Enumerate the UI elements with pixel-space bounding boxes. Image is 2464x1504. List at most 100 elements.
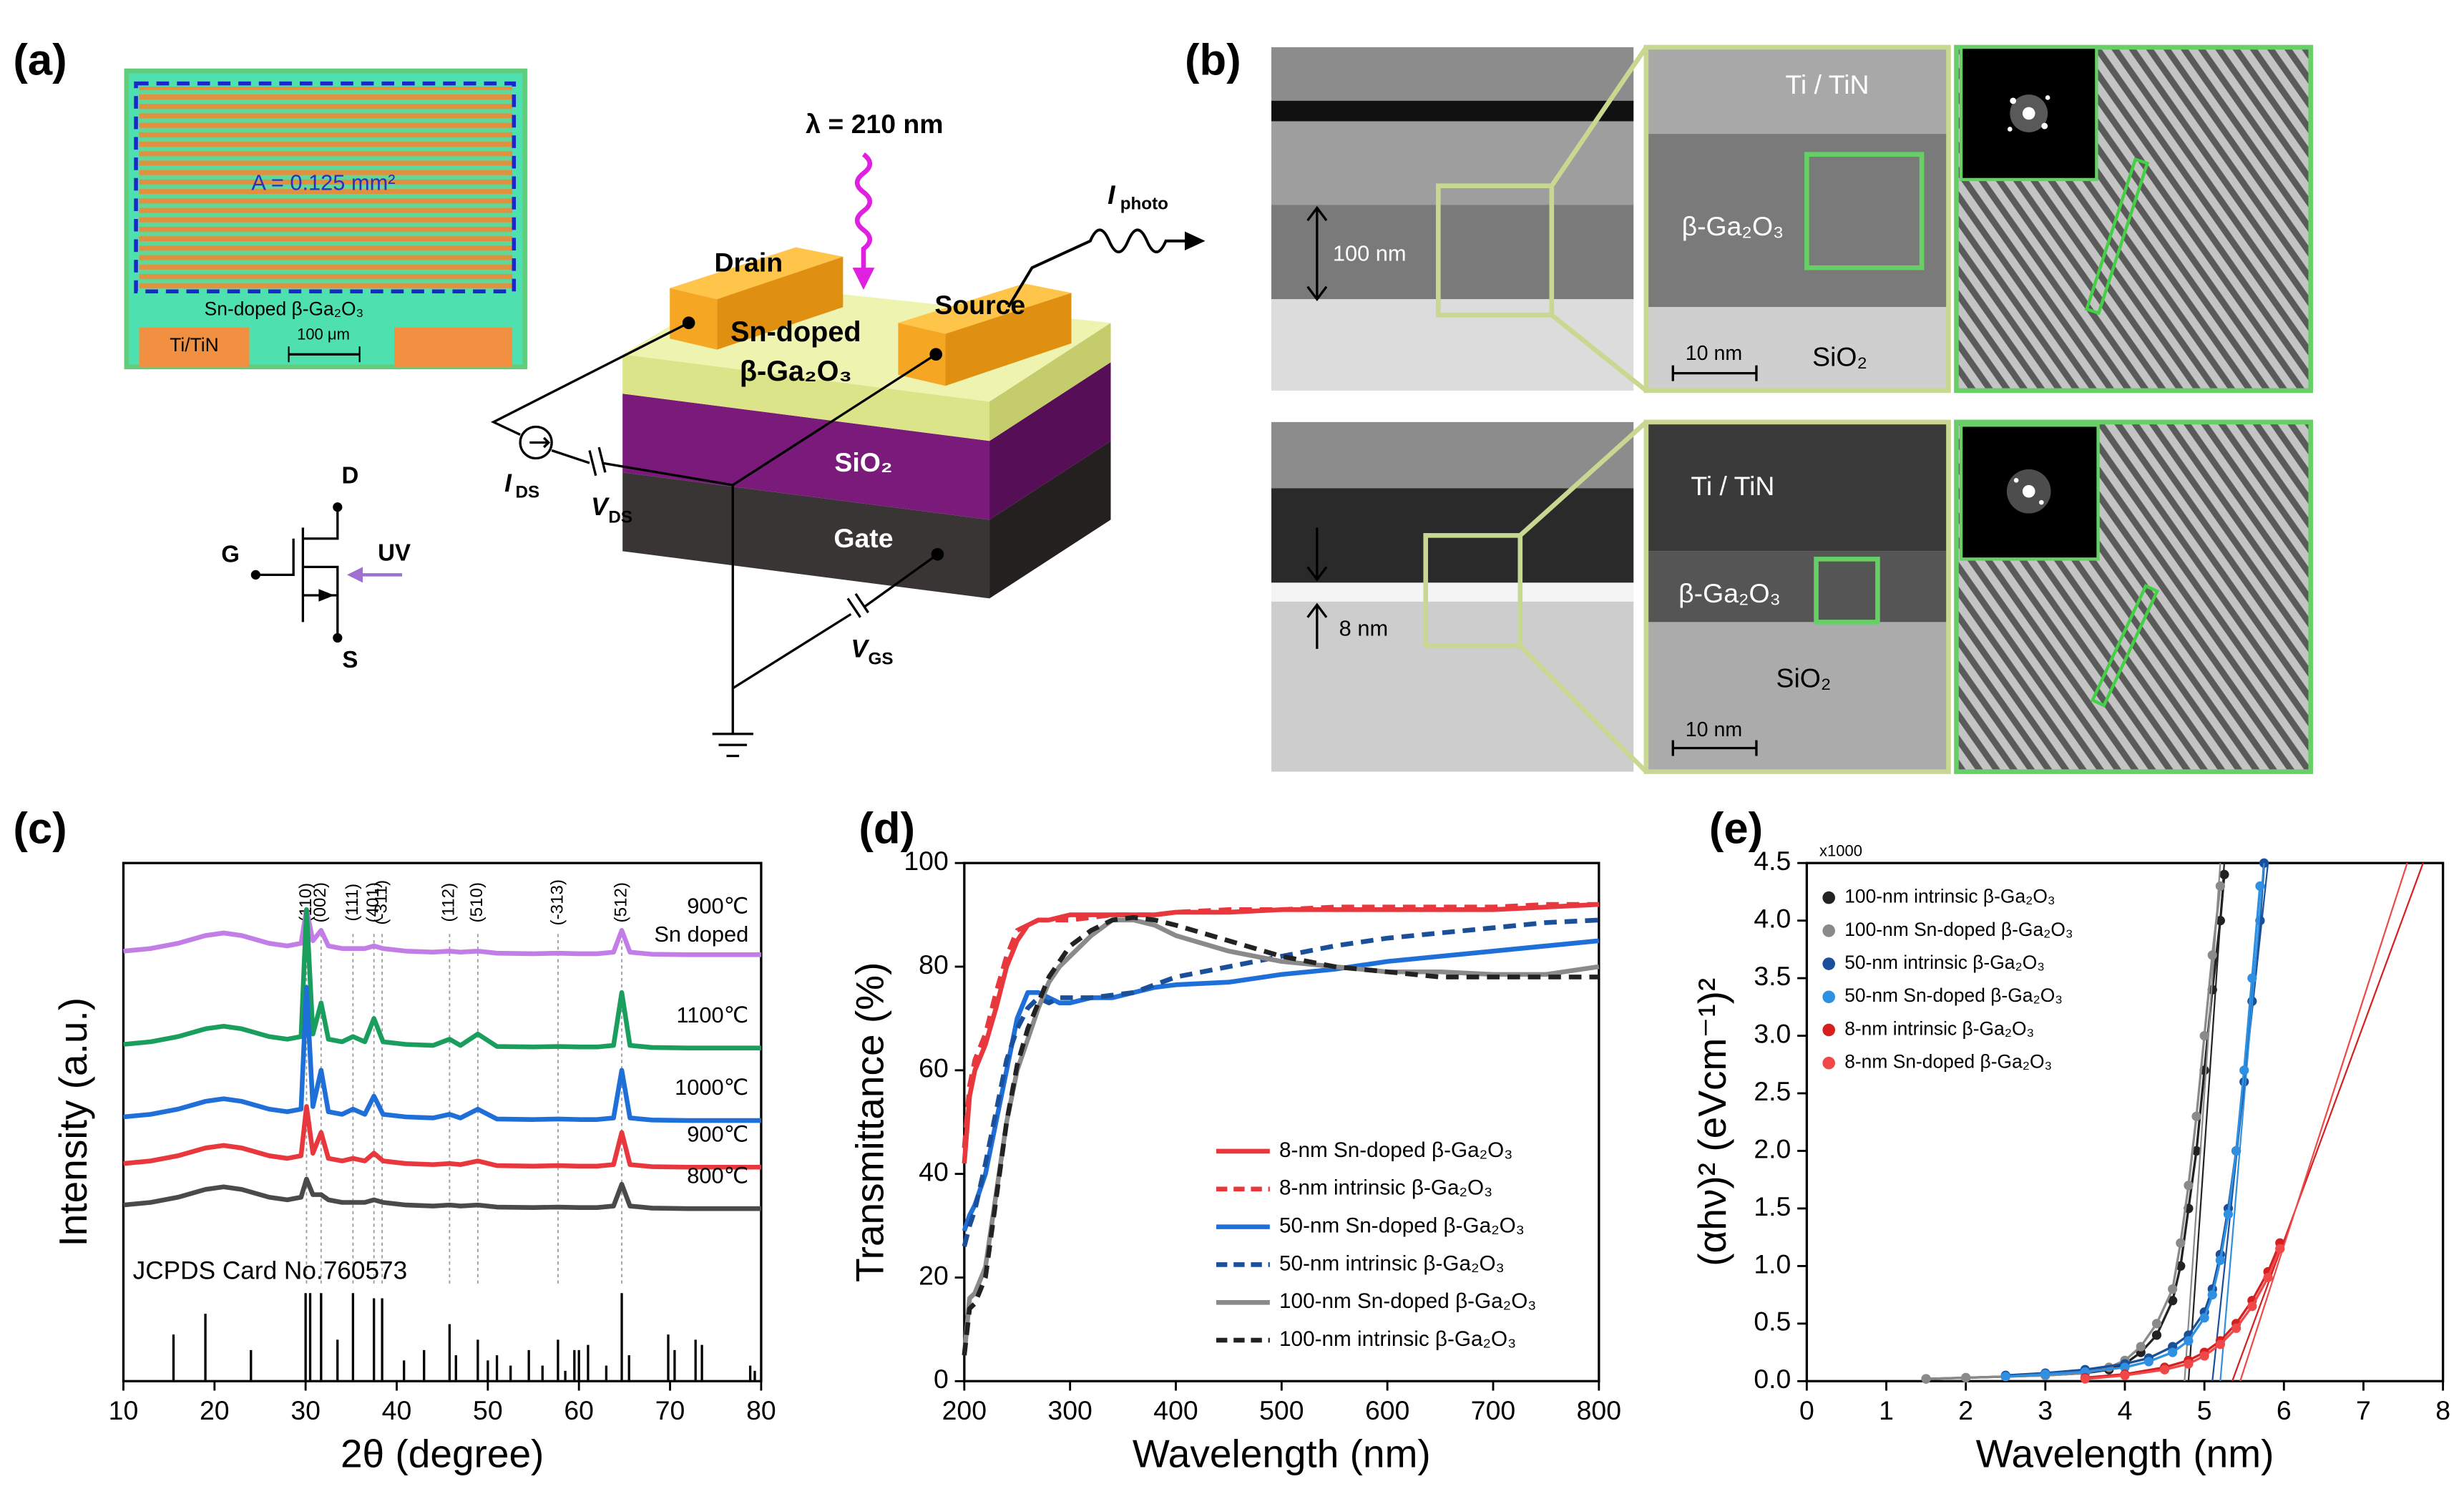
- data-point: [2263, 1272, 2273, 1283]
- series-trace: [1926, 874, 2226, 1380]
- data-point: [2143, 1357, 2153, 1367]
- terminal-label: D: [341, 462, 358, 489]
- source-label: Source: [934, 290, 1025, 320]
- current-label: I: [1108, 180, 1116, 210]
- x-tick-label: 80: [746, 1395, 776, 1425]
- series-label: 1000℃: [675, 1075, 748, 1100]
- y-axis-label: Transmittance (%): [848, 962, 892, 1282]
- data-point: [2215, 1339, 2225, 1349]
- x-axis-label: 2θ (degree): [341, 1431, 544, 1475]
- series-label: 800℃: [687, 1163, 748, 1188]
- data-point: [2136, 1342, 2146, 1352]
- y-tick-label: 1.0: [1754, 1249, 1791, 1279]
- series-line: [962, 914, 1599, 1356]
- y-tick-label: 100: [904, 846, 948, 876]
- x-tick-label: 7: [2356, 1395, 2371, 1425]
- y-tick-label: 0.5: [1754, 1307, 1791, 1337]
- data-point: [2151, 1319, 2162, 1329]
- data-point: [2184, 1181, 2194, 1191]
- tem-row: 8 nm Ti / TiN β-Ga₂O₃ SiO₂ 10 nm: [1271, 419, 2314, 774]
- y-tick-label: 0.0: [1754, 1364, 1791, 1394]
- x-tick-label: 4: [2118, 1395, 2133, 1425]
- peak-label: (111): [343, 884, 362, 922]
- multiplier: x1000: [1819, 842, 1862, 860]
- scale-label: 10 nm: [1686, 342, 1743, 365]
- panel-label: (c): [13, 804, 67, 853]
- x-tick-label: 60: [564, 1395, 594, 1425]
- data-point: [2120, 1362, 2130, 1372]
- data-point: [2199, 1313, 2209, 1323]
- data-point: [2207, 1290, 2217, 1300]
- series-line: [962, 902, 1599, 1148]
- channel-label: β-Ga₂O₃: [740, 356, 852, 387]
- data-point: [2247, 1302, 2257, 1312]
- micrograph: A = 0.125 mm² Sn-doped β-Ga₂O₃ Ti/TiN 10…: [124, 68, 528, 370]
- legend-swatch: [1822, 957, 1836, 970]
- data-point: [2176, 1261, 2186, 1271]
- channel-label: Sn-doped: [730, 316, 861, 348]
- legend-swatch: [1822, 1023, 1836, 1037]
- drain-label: Drain: [714, 248, 783, 278]
- data-point: [2255, 881, 2265, 891]
- x-tick-label: 400: [1153, 1395, 1198, 1425]
- x-tick-label: 20: [200, 1395, 230, 1425]
- legend-swatch: [1822, 1056, 1836, 1070]
- series-line: [123, 1176, 761, 1211]
- current-subscript: photo: [1120, 195, 1168, 214]
- data-point: [1961, 1372, 1971, 1383]
- x-tick-label: 800: [1577, 1395, 1621, 1425]
- y-tick-label: 4.5: [1754, 846, 1791, 876]
- series-label: 900℃: [687, 893, 748, 918]
- data-point: [2168, 1296, 2178, 1306]
- data-point: [2199, 1351, 2209, 1361]
- y-tick-label: 80: [919, 949, 949, 980]
- x-tick-label: 40: [382, 1395, 412, 1425]
- legend-label: 100-nm Sn-doped β-Ga₂O₃: [1279, 1289, 1536, 1313]
- scale-label: 100 μm: [297, 326, 350, 343]
- series-label: 1100℃: [676, 1002, 748, 1027]
- data-point: [2223, 1209, 2234, 1219]
- data-point: [2231, 1323, 2241, 1333]
- legend-label: 8-nm Sn-doped β-Ga₂O₃: [1279, 1138, 1512, 1162]
- x-tick-label: 8: [2435, 1395, 2450, 1425]
- layer-label: β-Ga₂O₃: [1682, 211, 1784, 241]
- data-point: [2231, 1146, 2241, 1156]
- x-tick-label: 0: [1799, 1395, 1814, 1425]
- fit-line: [2187, 863, 2226, 1382]
- data-point: [2247, 973, 2257, 983]
- peak-label: (002): [311, 882, 330, 923]
- oxide-label: SiO₂: [834, 447, 892, 477]
- data-point: [2000, 1372, 2010, 1382]
- plot-frame: [1805, 861, 2445, 1382]
- tem-row: 100 nm Ti / TiN β-Ga₂O₃ SiO₂ 10 nm: [1271, 44, 2314, 394]
- x-tick-label: 50: [473, 1395, 503, 1425]
- voltage-subscript: DS: [608, 508, 632, 527]
- peak-label: (112): [439, 883, 459, 922]
- legend-swatch: [1822, 924, 1836, 937]
- panel-label: (e): [1709, 804, 1763, 853]
- panel-label: (a): [13, 35, 67, 84]
- panel-label: (d): [859, 804, 915, 853]
- layer-label: Ti / TiN: [1691, 471, 1774, 501]
- legend-label: 50-nm intrinsic β-Ga₂O₃: [1279, 1251, 1505, 1275]
- data-point: [2168, 1284, 2178, 1294]
- reference-label: JCPDS Card No.760573: [133, 1257, 408, 1285]
- x-tick-label: 500: [1259, 1395, 1304, 1425]
- series-line: [962, 917, 1600, 1247]
- y-axis-label: Intensity (a.u.): [51, 997, 95, 1247]
- fit-line: [2184, 863, 2221, 1382]
- y-tick-label: 2.0: [1754, 1133, 1791, 1163]
- terminal-label: S: [342, 646, 358, 673]
- x-tick-label: 200: [942, 1395, 987, 1425]
- legend-label: 100-nm intrinsic β-Ga₂O₃: [1844, 886, 2055, 907]
- voltage-label: V: [591, 493, 610, 521]
- x-tick-label: 5: [2197, 1395, 2212, 1425]
- data-point: [2184, 1359, 2194, 1369]
- x-tick-label: 300: [1047, 1395, 1092, 1425]
- scale-label: 10 nm: [1686, 718, 1743, 741]
- panel-label: (b): [1185, 35, 1241, 84]
- fit-line: [2239, 862, 2408, 1382]
- y-tick-label: 40: [919, 1157, 949, 1187]
